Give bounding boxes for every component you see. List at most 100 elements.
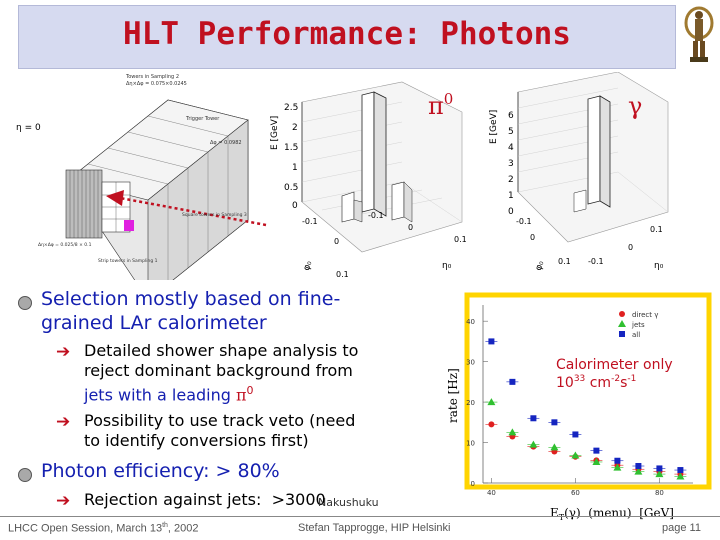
pi0-symbol: π0 — [428, 90, 453, 120]
bullet-1-line2: grained LAr calorimeter — [41, 312, 267, 334]
legend-marker — [619, 311, 625, 317]
label-eta-zero: η = 0 — [16, 123, 41, 133]
pi0-ytick-2: 0.1 — [336, 270, 349, 279]
bullet-dot-1 — [18, 296, 32, 310]
label-strip: Strip towers in Sampling 1 — [98, 258, 158, 264]
calorimeter-diagram: Towers in Sampling 2 Δη×Δφ = 0.075×0.024… — [16, 74, 267, 280]
point-all — [593, 447, 600, 454]
point-all — [488, 338, 495, 345]
pi0-ztick-5: 0 — [292, 201, 298, 211]
gamma-ztick-3: 3 — [508, 159, 514, 169]
point-all — [509, 378, 516, 385]
rate-chart: rate [Hz] 0 10 20 30 40 40 60 80 direct γ jets all… — [447, 291, 716, 524]
point-all — [656, 465, 663, 472]
y-tick-label: 30 — [466, 359, 475, 367]
sub-arrow-icon: ➔ — [56, 342, 71, 362]
point-jets — [676, 472, 685, 480]
sub-bullet-1-1: Detailed shower shape analysis to reject… — [84, 341, 358, 405]
point-all — [635, 463, 642, 470]
gamma-zlabel: E [GeV] — [489, 110, 499, 144]
pi0-ztick-2: 1.5 — [284, 143, 298, 153]
legend-label: all — [632, 331, 640, 339]
label-trigger-tower: Trigger Tower — [185, 116, 220, 122]
y-tick-label: 20 — [466, 399, 475, 407]
label-top-sampling-detail: Δη×Δφ = 0.075×0.0245 — [126, 81, 187, 87]
y-tick-label: 40 — [466, 318, 475, 326]
footer-page-number: page 11 — [662, 522, 701, 534]
y-tick-label: 0 — [471, 480, 475, 488]
pi0-ztick-3: 1 — [292, 163, 298, 173]
pi0-ylabel: φ₀ — [302, 259, 315, 272]
sub-1-1-line2: reject dominant background from — [84, 361, 353, 380]
bullet-dot-2 — [18, 468, 32, 482]
text-overlay: Nakushuku — [318, 496, 379, 509]
pi0-ztick-0: 2.5 — [284, 103, 298, 113]
label-top-sampling: Towers in Sampling 2 — [125, 74, 179, 80]
point-jets — [508, 428, 517, 436]
legend-label: jets — [631, 321, 645, 329]
point-jets — [613, 463, 622, 471]
point-all — [614, 457, 621, 464]
sub-1-2-line1: Possibility to use track veto (need — [84, 411, 356, 430]
point-jets — [592, 457, 601, 465]
bullet-2-text: Photon efficiency: > 80% — [41, 460, 280, 482]
pi0-xtick-1: 0 — [408, 223, 413, 232]
x-tick-label: 40 — [487, 489, 496, 497]
sub-1-2-line2: to identify conversions first) — [84, 431, 309, 450]
pi0-ytick-0: -0.1 — [302, 217, 318, 226]
sub-arrow-icon: ➔ — [56, 412, 71, 432]
sub-bullet-1-2: Possibility to use track veto (need to i… — [84, 411, 355, 451]
bullet-1-line1: Selection mostly based on fine- — [41, 288, 341, 310]
pi0-ztick-4: 0.5 — [284, 183, 298, 193]
gamma-xtick-1: 0 — [628, 243, 633, 252]
point-jets — [655, 470, 664, 478]
gamma-ztick-4: 2 — [508, 175, 514, 185]
x-tick-label: 80 — [655, 489, 664, 497]
point-jets — [550, 443, 559, 451]
point-jets — [529, 440, 538, 448]
gamma-ytick-1: 0 — [530, 233, 535, 242]
label-trigger-tower-detail: Δφ = 0.0982 — [210, 140, 242, 146]
footer-center: Stefan Tapprogge, HIP Helsinki — [298, 522, 451, 534]
legend-marker — [619, 331, 625, 337]
pi0-ytick-1: 0 — [334, 237, 339, 246]
gamma-xtick-2: 0.1 — [650, 225, 663, 234]
gamma-ztick-0: 6 — [508, 111, 514, 121]
gamma-ytick-0: -0.1 — [516, 217, 532, 226]
footer-left: LHCC Open Session, March 13th, 2002 — [8, 522, 199, 535]
sub-1-1-line3: jets with a leading π0 — [84, 384, 254, 405]
gamma-symbol: γ — [628, 92, 642, 120]
atlas-figure-icon — [684, 6, 714, 62]
pi0-xtick-2: 0.1 — [454, 235, 467, 244]
pi0-zlabel: E [GeV] — [270, 116, 280, 150]
chart-ylabel: rate [Hz] — [447, 368, 460, 423]
pi0-xlabel: η₀ — [442, 261, 452, 271]
slide-title: HLT Performance: Photons — [123, 16, 571, 52]
point-all — [572, 431, 579, 438]
gamma-ztick-1: 5 — [508, 127, 514, 137]
footer-divider — [0, 516, 720, 517]
pi0-ztick-1: 2 — [292, 123, 298, 133]
legend-marker — [618, 320, 626, 327]
gamma-ztick-5: 1 — [508, 191, 514, 201]
x-tick-label: 60 — [571, 489, 580, 497]
point-jets — [487, 398, 496, 406]
point-all — [551, 419, 558, 426]
title-bar: HLT Performance: Photons — [18, 5, 676, 69]
chart-annotation-line2: 1033 cm-2s-1 — [556, 374, 636, 391]
pi0-xtick-0: -0.1 — [368, 211, 384, 220]
chart-xlabel: ET(γ) (menu) [GeV] — [550, 506, 674, 522]
gamma-xlabel: η₀ — [654, 261, 664, 271]
lego-plot-pi0: E [GeV] 2.5 2 1.5 1 0.5 0 -0.1 0 0.1 -0.… — [270, 81, 467, 279]
sub-bullet-2-1: Rejection against jets: >3000 — [84, 490, 326, 509]
label-sampling3: Square towers in Sampling 3 — [182, 212, 247, 218]
gamma-ztick-6: 0 — [508, 207, 514, 217]
lego-plot-gamma: E [GeV] 6 5 4 3 2 1 0 -0.1 0 0.1 -0.1 0 … — [489, 72, 669, 272]
label-strip-detail: Δη×Δφ = 0.025/8 × 0.1 — [38, 242, 92, 248]
gamma-ytick-2: 0.1 — [558, 257, 571, 266]
gamma-xtick-0: -0.1 — [588, 257, 604, 266]
point-direct-gamma — [488, 421, 495, 428]
chart-annotation-line1: Calorimeter only — [556, 357, 673, 373]
legend-label: direct γ — [632, 311, 658, 319]
point-jets — [571, 451, 580, 459]
